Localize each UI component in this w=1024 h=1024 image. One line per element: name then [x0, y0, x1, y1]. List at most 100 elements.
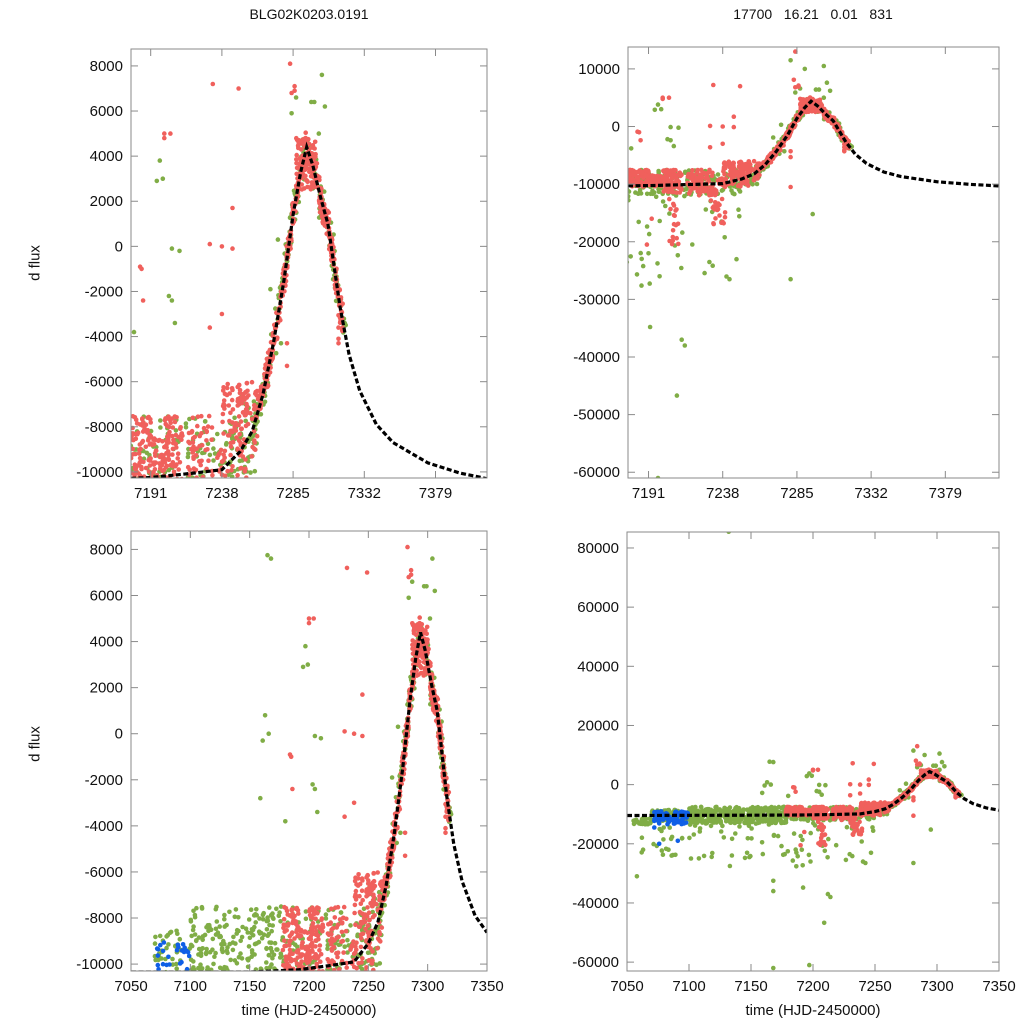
data-point: [303, 138, 309, 144]
data-point: [360, 897, 366, 903]
data-point: [176, 467, 181, 472]
data-point: [371, 878, 377, 884]
data-point: [343, 928, 349, 934]
data-point: [233, 428, 239, 433]
data-point: [160, 948, 166, 954]
data-point: [238, 938, 243, 944]
data-point: [307, 912, 313, 918]
data-point: [232, 914, 238, 920]
data-point: [177, 248, 182, 254]
data-point: [744, 850, 750, 856]
data-point: [251, 913, 257, 918]
data-point: [360, 692, 365, 697]
x-tick-label: 7200: [292, 978, 325, 995]
data-point: [165, 449, 171, 454]
data-point: [722, 807, 728, 812]
data-point: [443, 814, 448, 819]
data-point: [250, 933, 256, 938]
data-point: [284, 957, 290, 963]
data-point: [639, 817, 645, 822]
data-point: [133, 451, 138, 457]
data-point: [309, 940, 315, 946]
data-point: [377, 931, 383, 937]
data-point: [706, 817, 712, 822]
data-point: [312, 907, 318, 912]
data-point: [661, 837, 666, 842]
data-point: [251, 406, 257, 412]
data-point: [177, 460, 183, 465]
data-point: [679, 337, 684, 343]
data-point: [303, 130, 309, 135]
data-point: [281, 916, 287, 922]
data-point: [230, 947, 236, 953]
data-point: [809, 109, 815, 114]
data-point: [243, 423, 249, 429]
data-point: [826, 836, 831, 842]
data-point: [727, 172, 732, 178]
data-point: [170, 446, 176, 452]
data-point: [173, 961, 179, 967]
data-point: [669, 241, 675, 247]
data-point: [200, 937, 205, 943]
data-point: [749, 836, 754, 841]
data-point: [311, 911, 317, 917]
data-point: [133, 417, 139, 423]
data-point: [712, 187, 718, 192]
y-tick-label: 0: [612, 119, 620, 136]
data-point: [369, 888, 375, 893]
data-point: [303, 643, 308, 649]
data-point: [198, 462, 203, 468]
data-point: [360, 931, 366, 936]
data-point: [204, 950, 209, 956]
y-tick-label: 6000: [90, 103, 123, 120]
data-point: [361, 915, 367, 921]
data-point: [211, 961, 216, 967]
data-point: [791, 77, 797, 83]
data-point: [682, 193, 687, 199]
x-tick-label: 7050: [114, 978, 147, 995]
y-tick-label: -2000: [85, 772, 123, 789]
data-point: [670, 234, 676, 240]
data-point: [791, 831, 797, 836]
data-point: [336, 336, 341, 342]
data-point: [668, 124, 673, 130]
data-point: [344, 965, 350, 970]
data-point: [328, 921, 333, 926]
data-point: [191, 924, 196, 929]
data-point: [308, 187, 314, 192]
data-point: [370, 949, 375, 954]
data-point: [342, 729, 347, 734]
data-point: [264, 918, 270, 924]
data-point: [240, 393, 246, 399]
data-point: [219, 947, 225, 953]
data-point: [178, 425, 183, 430]
data-point: [230, 429, 235, 435]
data-point: [697, 817, 703, 822]
y-tick-label: 6000: [90, 588, 123, 605]
data-point: [674, 393, 680, 398]
data-point: [228, 410, 233, 416]
data-point: [246, 944, 252, 949]
data-point: [145, 438, 151, 443]
data-point: [291, 919, 297, 925]
data-point: [230, 387, 235, 393]
data-point: [673, 175, 678, 181]
data-point: [355, 933, 360, 939]
data-point: [244, 409, 249, 414]
data-point: [335, 954, 340, 960]
data-point: [868, 850, 874, 856]
data-point: [222, 448, 228, 454]
data-point: [287, 933, 293, 939]
data-point: [252, 468, 258, 474]
data-point: [307, 169, 313, 174]
data-point: [333, 287, 338, 292]
data-point: [808, 830, 813, 836]
data-point: [697, 829, 703, 834]
data-point: [254, 941, 259, 946]
data-point: [659, 848, 665, 853]
data-point: [719, 188, 725, 193]
data-point: [238, 951, 243, 956]
data-point: [688, 856, 694, 861]
data-point: [338, 910, 344, 915]
x-tick-label: 7150: [233, 978, 266, 995]
